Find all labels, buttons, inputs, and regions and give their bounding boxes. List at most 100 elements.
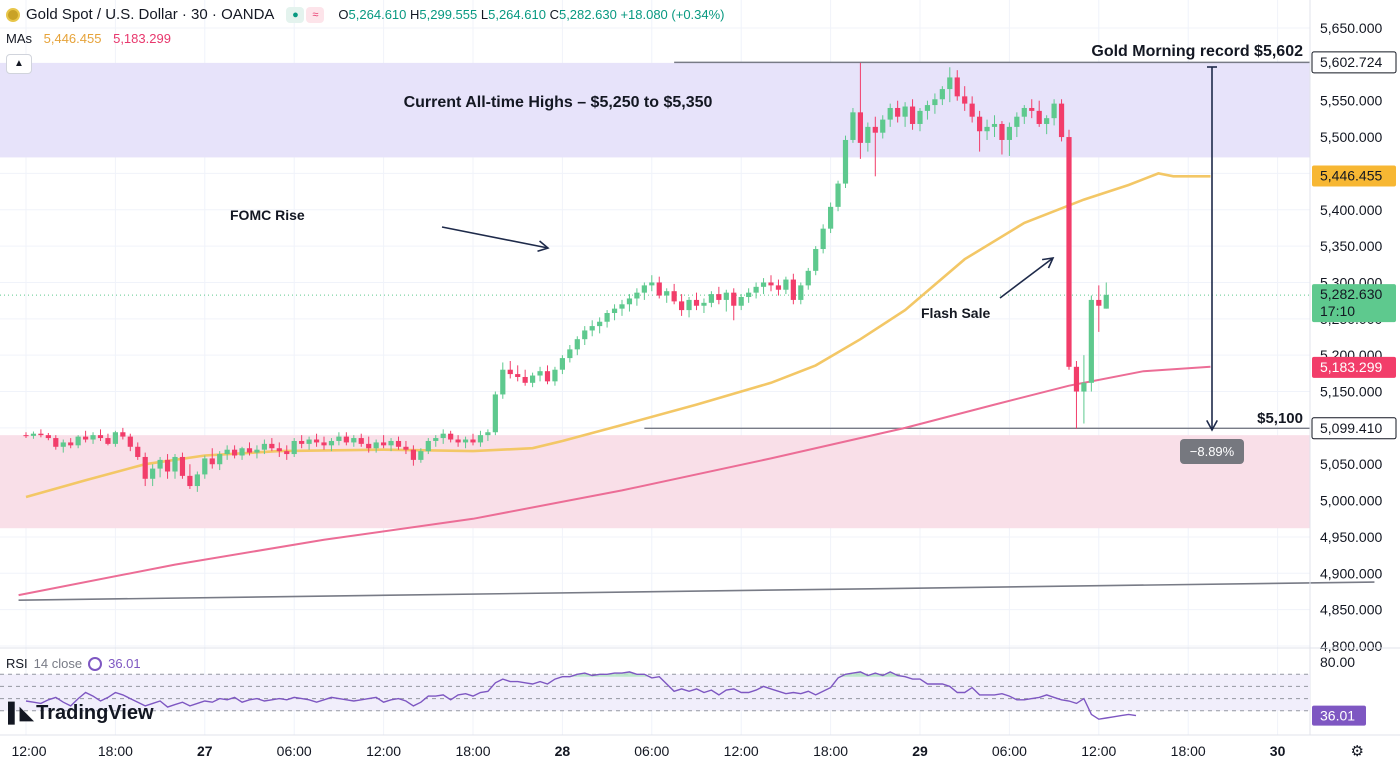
candle [977, 110, 983, 152]
candle-body [522, 376, 528, 383]
candle [30, 431, 37, 439]
level-5100-label: $5,100 [1257, 410, 1303, 427]
candle-body [962, 96, 968, 104]
arrow-head [1042, 256, 1055, 269]
candle-body [306, 439, 312, 444]
candle [239, 446, 245, 460]
candle-body [1103, 294, 1109, 309]
candle [880, 115, 886, 139]
candle [515, 365, 521, 382]
candle-body [1088, 299, 1094, 383]
candle [1103, 282, 1109, 309]
symbol-title[interactable]: Gold Spot / U.S. Dollar · 30 · OANDA [26, 6, 275, 23]
candle-body [187, 475, 193, 487]
candle [1014, 112, 1020, 138]
candle-body [544, 371, 551, 382]
candle [373, 439, 379, 453]
candle [664, 288, 670, 303]
candle [75, 435, 81, 449]
price-label-box [1312, 284, 1396, 323]
candle-body [366, 443, 372, 449]
candle-body [1014, 116, 1020, 127]
candle [522, 369, 528, 386]
candle [60, 439, 66, 453]
candle-body [850, 112, 856, 140]
candle [954, 70, 960, 101]
price-label: 5,602.724 [1311, 51, 1397, 74]
candle [388, 438, 394, 452]
candle [164, 454, 171, 479]
candle [857, 62, 863, 159]
candle [418, 448, 424, 463]
candle [246, 442, 253, 456]
candle-body [38, 433, 44, 436]
candle-body [798, 285, 804, 300]
candle-body [224, 449, 230, 455]
candle-body [999, 123, 1005, 140]
candle [909, 99, 916, 130]
candles [23, 62, 1109, 492]
candle [202, 455, 208, 479]
candle [611, 304, 618, 321]
candle [448, 430, 454, 443]
candle-body [239, 448, 245, 456]
settings-gear-icon[interactable]: ⚙ [1350, 743, 1364, 760]
low-label: L [480, 7, 489, 22]
status-pill[interactable]: ● ≈ [286, 6, 325, 23]
candle-body [954, 77, 960, 97]
candle [991, 115, 998, 138]
candle-body [589, 326, 595, 331]
candle-body [246, 448, 253, 453]
data-flag-icon: ≈ [306, 6, 325, 23]
ath-zone-label: Current All-time Highs – $5,250 to $5,35… [404, 94, 713, 111]
candle [135, 442, 141, 460]
candle [708, 291, 714, 308]
price-tick-label: 5,050.000 [1320, 456, 1382, 472]
candle [276, 442, 282, 457]
candle-body [75, 436, 81, 446]
candle [142, 452, 148, 487]
candle-body [172, 456, 178, 472]
candle [1096, 285, 1102, 332]
candle-body [381, 442, 387, 446]
ma-fast-value: 5,446.455 [43, 31, 102, 46]
high-value: 5,299.555 [419, 7, 478, 22]
tradingview-logo[interactable]: ▌◣ TradingView [8, 702, 154, 725]
rsi-tick-label: 80.00 [1320, 654, 1355, 670]
candle-body [805, 270, 811, 286]
candle [828, 202, 834, 234]
candle-body [433, 438, 439, 441]
candle-body [984, 126, 990, 132]
arrow-shaft [441, 226, 549, 249]
candle-body [552, 369, 558, 382]
candle [753, 282, 759, 299]
candle-body [1029, 107, 1035, 111]
candle [537, 366, 543, 382]
close-label: C [549, 7, 559, 22]
candle-body [164, 459, 171, 472]
candle-body [492, 394, 498, 433]
candle-body [664, 291, 670, 296]
candle [530, 372, 536, 388]
candle-body [671, 291, 677, 302]
candle [83, 430, 89, 443]
price-tick-label: 5,150.000 [1320, 384, 1382, 400]
candle-body [291, 440, 297, 455]
candle-body [403, 446, 409, 450]
time-tick-label: 18:00 [1171, 743, 1206, 759]
horizontal-lines [0, 61, 1375, 601]
candle-body [373, 442, 379, 449]
candle [1081, 355, 1087, 424]
candle [1036, 100, 1042, 127]
collapse-legend-button[interactable]: ▲ [6, 54, 32, 74]
candle [679, 294, 685, 316]
rsi-legend[interactable]: RSI 14 close 36.01 [6, 656, 141, 671]
rsi-label: RSI [6, 656, 28, 671]
price-label-text: 5,602.724 [1320, 54, 1382, 70]
candle-body [1036, 110, 1042, 124]
candle-body [768, 282, 774, 286]
arrow-head [1206, 419, 1218, 432]
ma-legend[interactable]: MAs 5,446.455 5,183.299 [6, 31, 171, 46]
candle [760, 278, 767, 295]
